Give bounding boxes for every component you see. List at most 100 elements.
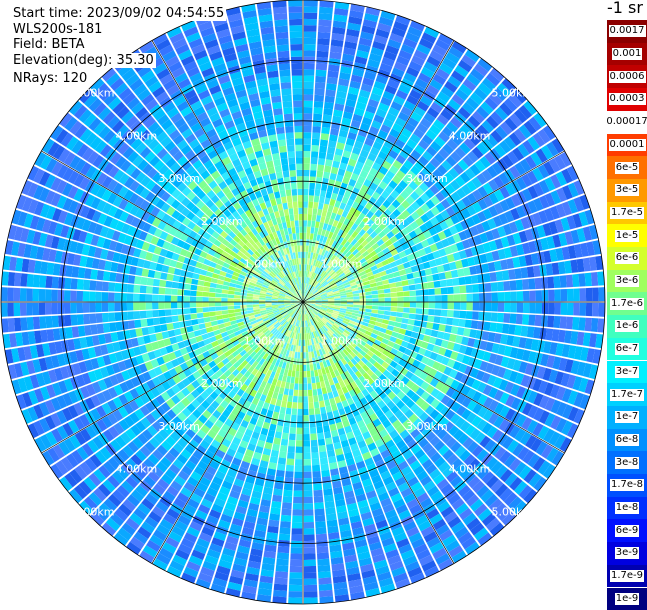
range-gate [323, 204, 329, 211]
range-gate [383, 315, 390, 320]
range-gate [292, 402, 297, 409]
range-gate [320, 216, 325, 223]
range-gate [90, 269, 98, 279]
range-gate [286, 458, 294, 465]
range-gate [196, 291, 203, 296]
range-gate [490, 322, 497, 332]
range-gate [127, 311, 134, 319]
range-gate [323, 425, 330, 432]
range-gate [319, 146, 327, 153]
range-gate [313, 484, 322, 491]
range-gate [372, 302, 378, 305]
range-gate [221, 298, 227, 302]
range-gate [304, 38, 316, 45]
range-gate [567, 303, 574, 315]
range-gate [304, 465, 312, 471]
range-gate [326, 83, 337, 91]
range-gate [134, 276, 141, 284]
range-gate [510, 303, 517, 313]
range-gate [434, 309, 441, 316]
range-gate [159, 317, 166, 324]
range-gate [215, 293, 222, 297]
range-gate [291, 541, 302, 548]
range-gate [294, 484, 303, 491]
range-gate [298, 390, 302, 396]
range-gate [498, 292, 505, 301]
range-gate [303, 377, 307, 383]
range-gate [304, 578, 317, 585]
range-gate [288, 446, 295, 453]
range-gate [70, 303, 77, 314]
range-gate [492, 292, 499, 301]
range-gate [318, 203, 324, 210]
range-gate [277, 552, 289, 559]
range-gate [203, 312, 210, 317]
range-gate [152, 302, 158, 309]
range-gate [496, 271, 503, 281]
range-gate [322, 210, 328, 217]
range-gate [190, 302, 196, 307]
range-gate [279, 527, 290, 534]
range-gate [274, 482, 283, 489]
range-gate [202, 307, 209, 312]
range-gate [412, 326, 419, 333]
range-gate [598, 303, 605, 317]
range-gate [310, 233, 314, 240]
range-gate [114, 293, 121, 302]
range-gate [293, 497, 302, 504]
range-gate [317, 388, 322, 395]
range-gate [283, 426, 290, 433]
range-gate [158, 295, 164, 302]
range-gate [202, 302, 208, 307]
range-gate [366, 305, 373, 309]
range-gate [384, 307, 391, 311]
range-gate [572, 274, 579, 287]
range-gate [316, 215, 321, 222]
range-gate [310, 433, 317, 440]
range-gate [319, 152, 327, 159]
range-gate [89, 303, 96, 313]
range-gate [288, 591, 302, 598]
range-gate [390, 288, 397, 293]
range-gate [234, 309, 241, 313]
range-gate [197, 318, 204, 324]
range-gate [259, 298, 265, 300]
range-gate [198, 323, 205, 329]
range-gate [535, 315, 542, 326]
range-gate [166, 323, 173, 330]
range-gate [282, 502, 292, 509]
range-gate [321, 133, 329, 140]
range-gate [317, 433, 324, 440]
range-gate [504, 303, 511, 313]
range-gate [303, 333, 305, 339]
range-gate [454, 302, 460, 309]
range-gate [299, 340, 301, 346]
range-gate [204, 281, 211, 287]
range-gate [228, 302, 234, 305]
range-gate [466, 303, 472, 311]
range-gate [281, 515, 291, 522]
range-gate [186, 271, 193, 278]
range-gate [140, 319, 147, 327]
range-gate [359, 308, 366, 312]
range-gate [397, 307, 404, 312]
range-gate [246, 296, 252, 299]
range-gate [234, 302, 240, 305]
range-gate [83, 280, 90, 290]
range-gate [210, 283, 217, 288]
range-gate [146, 302, 152, 309]
range-gate [165, 281, 172, 288]
range-gate [294, 352, 297, 359]
range-gate [64, 315, 71, 326]
range-gate [259, 302, 265, 304]
range-gate [32, 289, 39, 301]
range-gate [45, 303, 52, 315]
range-gate [52, 276, 59, 288]
range-gate [400, 323, 407, 329]
range-gate [152, 287, 159, 294]
range-gate [445, 271, 452, 279]
range-gate [89, 291, 96, 301]
range-gate [184, 314, 191, 320]
range-gate [315, 88, 325, 95]
range-gate [288, 370, 292, 377]
